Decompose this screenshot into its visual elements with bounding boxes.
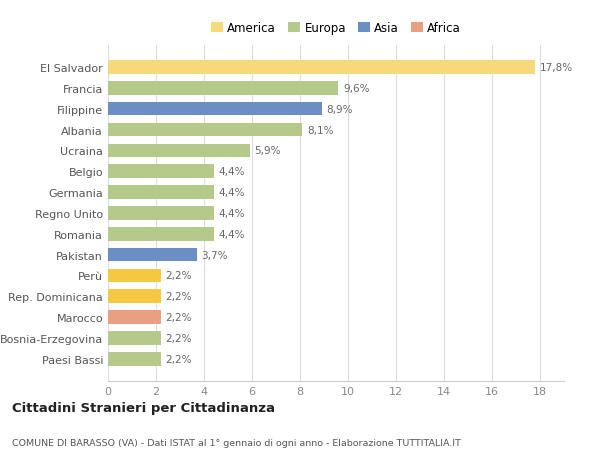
Text: 4,4%: 4,4% [218,188,245,198]
Bar [108,123,302,137]
Text: 4,4%: 4,4% [218,167,245,177]
Text: COMUNE DI BARASSO (VA) - Dati ISTAT al 1° gennaio di ogni anno - Elaborazione TU: COMUNE DI BARASSO (VA) - Dati ISTAT al 1… [12,438,461,447]
Text: 2,2%: 2,2% [166,313,192,322]
Bar [108,352,161,366]
Text: 17,8%: 17,8% [540,63,573,73]
Bar [108,165,214,179]
Text: 8,1%: 8,1% [307,125,334,135]
Bar [108,82,338,95]
Text: Cittadini Stranieri per Cittadinanza: Cittadini Stranieri per Cittadinanza [12,401,275,414]
Bar [108,186,214,199]
Bar [108,331,161,345]
Bar [108,248,197,262]
Text: 3,7%: 3,7% [202,250,228,260]
Legend: America, Europa, Asia, Africa: America, Europa, Asia, Africa [209,20,464,37]
Bar [108,207,214,220]
Text: 2,2%: 2,2% [166,354,192,364]
Text: 4,4%: 4,4% [218,229,245,239]
Text: 2,2%: 2,2% [166,291,192,302]
Bar [108,61,535,75]
Bar [108,290,161,303]
Bar [108,228,214,241]
Text: 5,9%: 5,9% [254,146,281,156]
Bar [108,311,161,324]
Text: 2,2%: 2,2% [166,271,192,281]
Text: 8,9%: 8,9% [326,105,353,114]
Text: 9,6%: 9,6% [343,84,370,94]
Text: 2,2%: 2,2% [166,333,192,343]
Text: 4,4%: 4,4% [218,208,245,218]
Bar [108,103,322,116]
Bar [108,144,250,158]
Bar [108,269,161,283]
